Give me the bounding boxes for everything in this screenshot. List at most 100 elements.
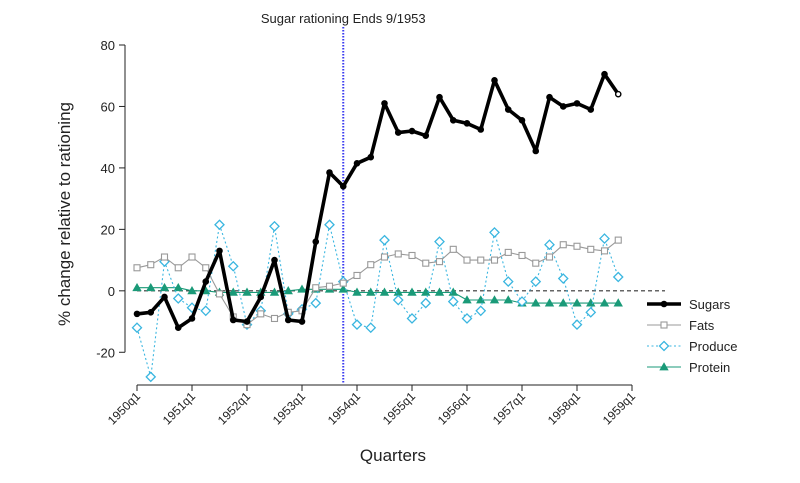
sugars-point bbox=[449, 116, 457, 124]
sugars-point bbox=[504, 106, 512, 113]
sugars-point bbox=[491, 77, 498, 84]
fats-point bbox=[435, 258, 444, 266]
protein-point bbox=[379, 287, 390, 296]
sugars-point bbox=[188, 315, 196, 322]
legend-label: Produce bbox=[689, 339, 737, 354]
axes: -20 0 20 40 60 80 1950q1 1951q1 1952q1 1953q1 1954… bbox=[96, 38, 638, 427]
legend-item-produce: Produce bbox=[647, 339, 737, 354]
produce-point bbox=[351, 319, 363, 331]
produce-point bbox=[227, 260, 239, 272]
protein-point bbox=[173, 282, 183, 292]
produce-point bbox=[557, 273, 569, 284]
produce-point bbox=[516, 296, 528, 307]
sugars-point bbox=[243, 318, 251, 325]
x-tick-label: 1959q1 bbox=[600, 389, 638, 427]
fats-point bbox=[600, 247, 609, 255]
produce-point bbox=[145, 371, 157, 383]
produce-point bbox=[612, 271, 624, 283]
x-axis-label: Quarters bbox=[360, 446, 426, 465]
legend-item-fats: Fats bbox=[647, 318, 715, 333]
produce-point bbox=[365, 322, 377, 334]
sugars-point bbox=[312, 238, 320, 245]
fats-point bbox=[394, 250, 402, 258]
fats-point bbox=[587, 245, 595, 253]
legend-swatch-marker bbox=[660, 321, 668, 329]
sugars-point bbox=[532, 147, 540, 155]
protein-point bbox=[297, 284, 307, 293]
sugars-point bbox=[601, 70, 608, 78]
legend-item-sugars: Sugars bbox=[647, 297, 731, 312]
protein-point bbox=[366, 287, 376, 296]
protein-point bbox=[613, 298, 623, 307]
protein-point bbox=[228, 287, 238, 296]
fats-point bbox=[477, 256, 485, 264]
protein-point bbox=[187, 286, 197, 295]
produce-point bbox=[420, 297, 432, 309]
y-tick-label: -20 bbox=[96, 345, 115, 360]
x-tick-label: 1956q1 bbox=[435, 389, 473, 427]
sugars-point bbox=[546, 93, 553, 101]
sugars-point bbox=[436, 93, 443, 101]
annotation-layer: Sugar rationing Ends 9/1953 bbox=[261, 11, 426, 383]
protein-point bbox=[489, 295, 500, 304]
sugars-point bbox=[339, 183, 347, 190]
produce-point bbox=[214, 219, 225, 231]
fats-point bbox=[353, 271, 361, 280]
produce-point bbox=[502, 276, 514, 288]
fats-point bbox=[532, 259, 540, 267]
sugars-point bbox=[202, 278, 210, 285]
produce-point bbox=[599, 233, 610, 245]
y-tick-label: 40 bbox=[101, 161, 115, 176]
produce-point bbox=[379, 234, 390, 246]
protein-point bbox=[544, 298, 555, 307]
protein-point bbox=[146, 282, 156, 292]
sugars-point bbox=[408, 127, 416, 135]
fats-point bbox=[408, 251, 416, 260]
fats-point bbox=[257, 310, 265, 318]
produce-point bbox=[310, 297, 322, 309]
fats-point bbox=[559, 241, 567, 249]
sugars-line bbox=[136, 72, 620, 330]
series-protein bbox=[132, 282, 623, 307]
produce-line bbox=[136, 224, 619, 378]
protein-point bbox=[132, 282, 142, 292]
legend-item-protein: Protein bbox=[647, 360, 730, 375]
y-tick-label: 60 bbox=[101, 99, 115, 114]
x-tick-label: 1954q1 bbox=[325, 389, 363, 427]
x-tick-label: 1951q1 bbox=[160, 389, 198, 427]
fats-point bbox=[422, 259, 430, 267]
rationing-end-annotation: Sugar rationing Ends 9/1953 bbox=[261, 11, 426, 26]
fats-point bbox=[339, 279, 347, 287]
fats-point bbox=[367, 261, 375, 269]
series-fats bbox=[133, 236, 622, 329]
protein-point bbox=[242, 287, 252, 296]
protein-point bbox=[462, 295, 472, 304]
fats-point bbox=[160, 253, 169, 261]
produce-point bbox=[571, 319, 583, 331]
fats-point bbox=[312, 284, 320, 292]
y-axis-label: % change relative to rationing bbox=[55, 102, 74, 326]
fats-point bbox=[545, 253, 554, 261]
x-tick-label: 1952q1 bbox=[215, 389, 253, 427]
produce-point bbox=[406, 313, 418, 324]
sugars-point bbox=[161, 293, 168, 301]
sugars-point bbox=[174, 324, 182, 331]
protein-point bbox=[407, 287, 417, 296]
legend: Sugars Fats Produce Protein bbox=[647, 297, 737, 375]
legend-swatch-marker bbox=[658, 340, 670, 352]
x-tick-label: 1958q1 bbox=[545, 389, 583, 427]
sugars-point bbox=[271, 256, 278, 264]
produce-point bbox=[585, 306, 597, 318]
sugars-point bbox=[463, 120, 471, 127]
sugars-point bbox=[394, 129, 402, 136]
fats-point bbox=[325, 282, 334, 290]
fats-point bbox=[174, 264, 182, 272]
x-tick-label: 1955q1 bbox=[380, 389, 418, 427]
protein-point bbox=[159, 282, 170, 292]
sugars-point bbox=[353, 159, 361, 167]
x-tick-label: 1953q1 bbox=[270, 389, 308, 427]
produce-point bbox=[461, 313, 473, 324]
protein-point bbox=[572, 298, 582, 307]
produce-point bbox=[172, 293, 184, 304]
